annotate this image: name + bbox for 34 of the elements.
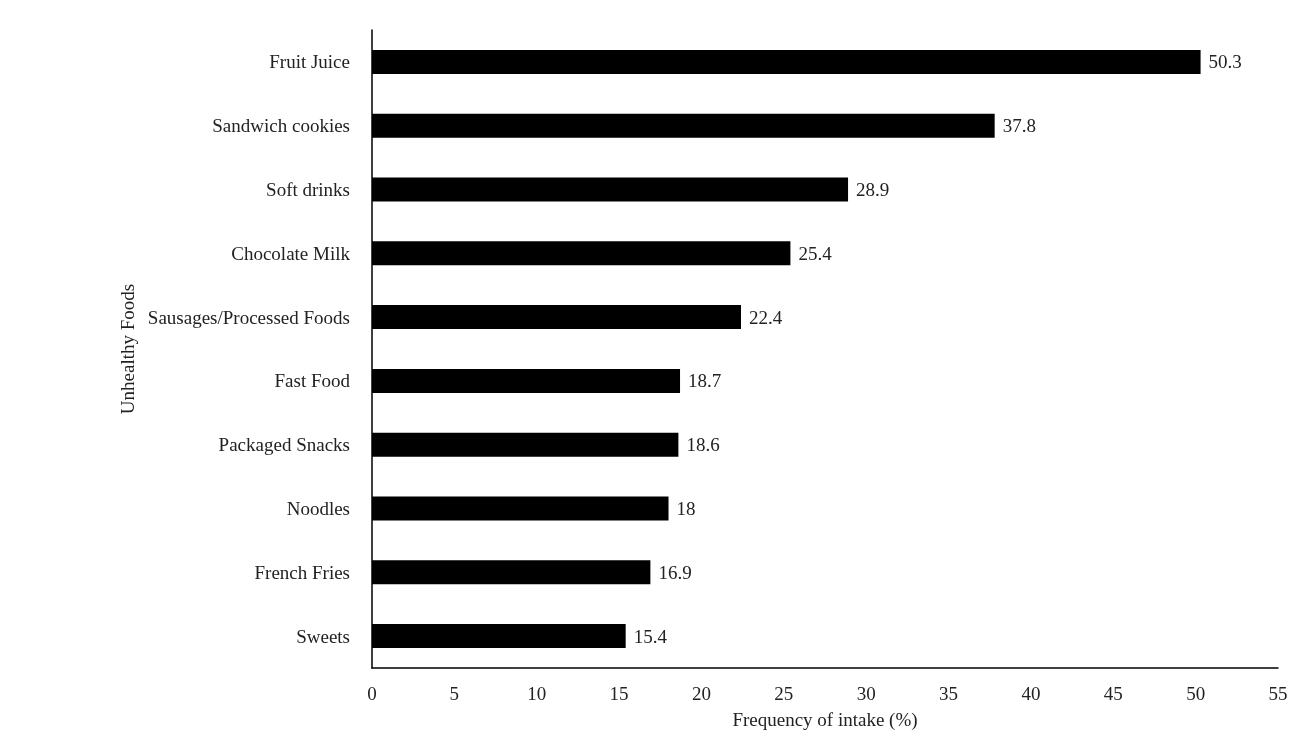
x-tick-label: 25: [774, 683, 794, 704]
x-tick-label: 55: [1268, 683, 1288, 704]
y-tick-label: Noodles: [286, 498, 350, 519]
data-label: 25.4: [798, 242, 833, 264]
y-tick-label: Packaged Snacks: [218, 434, 350, 456]
x-tick-label: 45: [1103, 683, 1123, 704]
y-tick-label: Sweets: [296, 625, 350, 647]
x-tick-label: 5: [449, 683, 460, 704]
x-tick-label: 50: [1186, 683, 1206, 704]
data-label: 16.9: [658, 561, 692, 583]
data-label: 22.4: [748, 306, 783, 328]
data-label: 18: [676, 498, 696, 519]
data-label: 28.9: [856, 179, 890, 200]
data-label: 18.7: [688, 370, 722, 392]
y-tick-label: French Fries: [254, 561, 350, 583]
x-axis-title: Frequency of intake (%): [732, 709, 918, 731]
data-label: 15.4: [633, 625, 668, 647]
y-tick-label: Sausages/Processed Foods: [147, 306, 350, 328]
y-tick-label: Fruit Juice: [269, 51, 350, 73]
x-tick-label: 20: [691, 683, 711, 704]
x-tick-label: 0: [367, 683, 377, 704]
y-tick-label: Chocolate Milk: [231, 242, 351, 264]
y-tick-label: Soft drinks: [266, 179, 350, 200]
x-tick-label: 15: [609, 683, 629, 704]
y-axis-title: Unhealthy Foods: [116, 283, 138, 415]
y-tick-label: Sandwich cookies: [212, 115, 350, 137]
data-label: 50.3: [1208, 51, 1242, 73]
x-tick-label: 40: [1021, 683, 1041, 704]
x-tick-label: 30: [856, 683, 876, 704]
y-tick-label: Fast Food: [274, 370, 351, 392]
x-tick-label: 10: [527, 683, 547, 704]
data-label: 18.6: [686, 434, 720, 456]
data-label: 37.8: [1002, 115, 1036, 137]
x-tick-label: 35: [939, 683, 959, 704]
